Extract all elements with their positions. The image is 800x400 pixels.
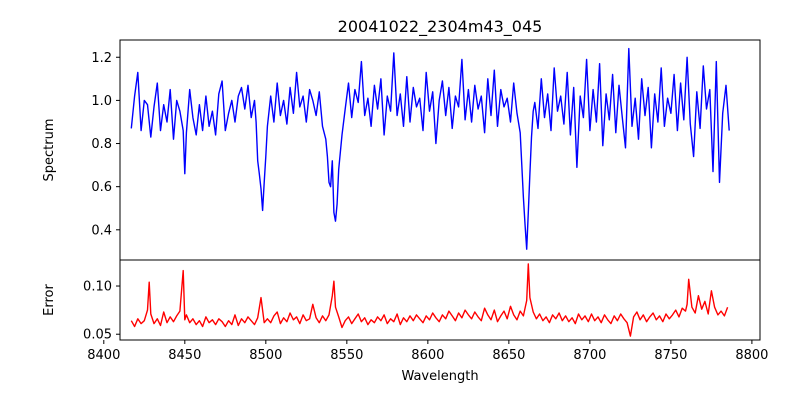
- error-series-group: [130, 263, 729, 337]
- x-tick-label: 8550: [330, 348, 363, 363]
- spectrum-y-axis-label: Spectrum: [42, 119, 57, 182]
- spectrum-y-tick-label: 0.4: [91, 223, 112, 238]
- spectrum-plot-frame: [119, 39, 761, 261]
- error-y-tick-label: 0.10: [83, 280, 112, 295]
- x-tick-label: 8650: [492, 348, 525, 363]
- error-series-line: [130, 263, 729, 337]
- error-panel: 0.05 0.10 Error: [42, 259, 761, 343]
- spectrum-y-tick-label: 1.2: [91, 51, 112, 66]
- spectrum-y-tick-label: 1.0: [91, 94, 112, 109]
- x-axis-label: Wavelength: [401, 369, 478, 384]
- x-tick-label: 8500: [249, 348, 282, 363]
- x-tick-label: 8400: [87, 348, 120, 363]
- spectrum-series-line: [130, 47, 730, 250]
- error-y-axis-label: Error: [42, 284, 57, 316]
- x-tick-label: 8800: [735, 348, 768, 363]
- spectrum-panel: 0.4 0.6 0.8 1.0 1.2 Spectrum: [42, 39, 761, 261]
- chart-title: 20041022_2304m43_045: [338, 17, 543, 37]
- x-tick-label: 8700: [573, 348, 606, 363]
- x-tick-label: 8600: [411, 348, 444, 363]
- x-axis: 8400 8450 8500 8550 8600 8650 8700 8750 8800: [87, 340, 768, 363]
- x-tick-label: 8450: [168, 348, 201, 363]
- spectrum-y-axis: 0.4 0.6 0.8 1.0 1.2: [91, 51, 120, 238]
- spectrum-series-group: [130, 47, 730, 250]
- spectrum-y-tick-label: 0.8: [91, 137, 112, 152]
- error-plot-frame: [119, 259, 761, 341]
- error-y-tick-label: 0.05: [83, 328, 112, 343]
- x-tick-label: 8750: [654, 348, 687, 363]
- error-y-axis: 0.05 0.10: [83, 280, 120, 343]
- spectrum-y-tick-label: 0.6: [91, 180, 112, 195]
